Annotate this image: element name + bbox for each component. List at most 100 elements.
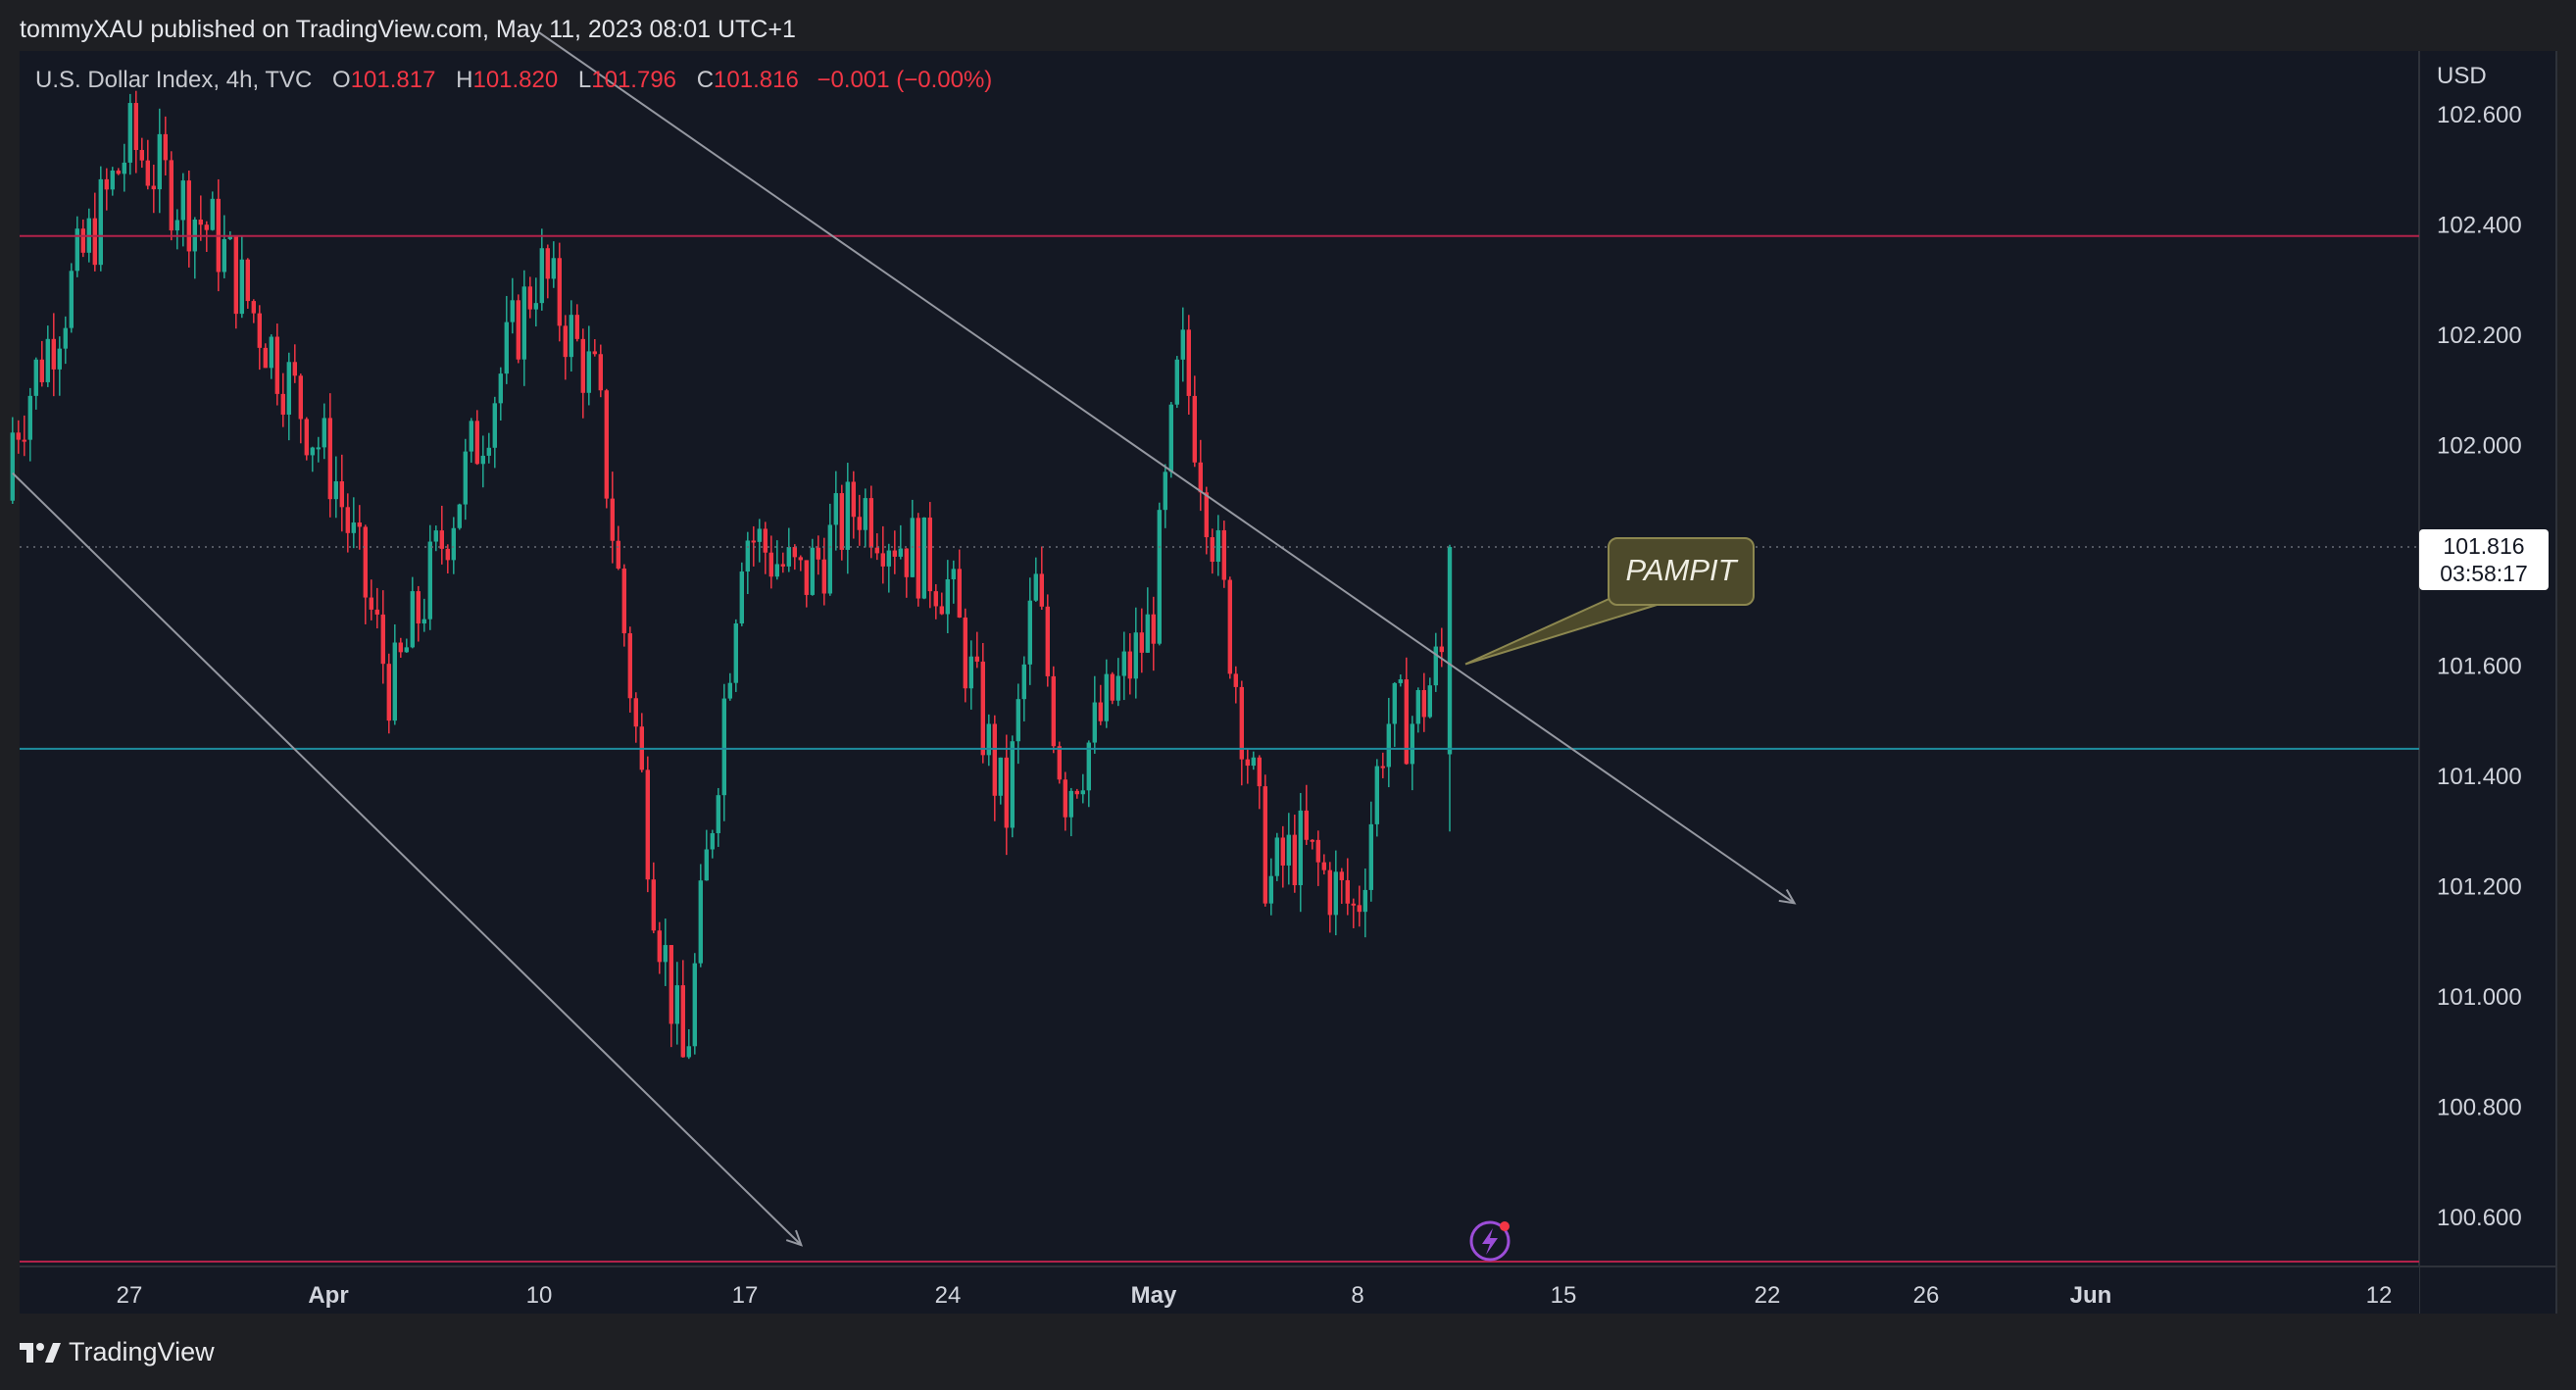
pampit-callout[interactable]: PAMPIT [1608, 537, 1755, 606]
candles-layer [10, 90, 1453, 1060]
candle-down [768, 552, 773, 577]
candle-up [551, 258, 556, 279]
candle-down [1421, 689, 1426, 718]
candle-up [739, 571, 744, 624]
low-value: 101.796 [591, 67, 677, 93]
brand-name: TradingView [69, 1337, 215, 1366]
candle-down [1321, 862, 1326, 870]
candle-down [257, 313, 262, 348]
price-tick-label: 102.600 [2437, 102, 2522, 128]
time-tick-label: 22 [1755, 1282, 1781, 1309]
candle-up [122, 162, 126, 174]
candle-down [880, 553, 885, 567]
candle-up [1298, 810, 1303, 886]
candle-down [1110, 673, 1115, 701]
price-axis-ticks: 102.600102.400102.200102.000101.800101.6… [2437, 102, 2522, 1231]
time-tick-label: 17 [732, 1282, 759, 1309]
time-tick-label: 24 [935, 1282, 962, 1309]
plot-background [20, 51, 2419, 1266]
trend-arrow-line-2 [537, 30, 1796, 905]
candle-down [380, 614, 385, 665]
price-tick-label: 100.600 [2437, 1205, 2522, 1231]
candle-down [1239, 686, 1244, 760]
candle-down [251, 301, 256, 314]
candle-up [504, 322, 509, 374]
candle-down [1351, 903, 1356, 906]
candle-down [1315, 839, 1320, 863]
candle-up [392, 642, 397, 721]
candle-up [1251, 757, 1256, 767]
candle-up [227, 235, 232, 239]
candle-down [557, 258, 562, 326]
candle-down [1127, 651, 1132, 679]
time-tick-label: 15 [1551, 1282, 1577, 1309]
candle-up [1333, 871, 1338, 916]
time-axis-background[interactable] [20, 1267, 2419, 1314]
candle-up [745, 540, 750, 572]
candle-up [1215, 529, 1220, 563]
trend-arrow-head-2 [1778, 888, 1797, 905]
symbol-legend[interactable]: U.S. Dollar Index, 4h, TVC O101.817 H101… [35, 67, 992, 94]
candle-up [810, 547, 815, 595]
candle-down [1439, 646, 1444, 653]
time-tick-label: 10 [526, 1282, 553, 1309]
candle-up [1368, 823, 1373, 890]
candle-up [469, 421, 473, 452]
candle-up [674, 985, 679, 1024]
symbol-name: U.S. Dollar Index, 4h, TVC [35, 67, 313, 93]
candle-up [1447, 547, 1453, 755]
candle-down [780, 564, 785, 567]
candle-up [827, 524, 832, 594]
price-tick-label: 102.200 [2437, 323, 2522, 349]
candle-up [586, 351, 591, 393]
candle-up [521, 286, 526, 360]
candle-down [592, 351, 597, 355]
candle-down [916, 518, 920, 599]
candle-up [310, 447, 315, 456]
candle-up [692, 963, 697, 1047]
currency-unit[interactable]: USD [2437, 63, 2487, 89]
candle-down [974, 656, 979, 662]
candle-down [1204, 492, 1209, 538]
candle-up [1168, 404, 1173, 472]
chart[interactable]: 102.600102.400102.200102.000101.800101.6… [0, 0, 2576, 1314]
candle-down [1380, 766, 1385, 769]
candle-up [1092, 702, 1097, 743]
candle-down [51, 338, 56, 370]
candle-down [386, 664, 391, 721]
candle-down [545, 248, 550, 279]
candle-up [569, 315, 573, 358]
candle-down [1345, 879, 1350, 904]
candle-up [663, 945, 668, 963]
candle-down [874, 547, 879, 554]
publish-header: tommyXAU published on TradingView.com, M… [0, 0, 2576, 59]
candle-up [427, 541, 432, 620]
candle-down [1139, 632, 1144, 653]
candle-up [269, 336, 273, 369]
candle-up [410, 591, 415, 648]
candle-down [374, 609, 379, 615]
candle-down [169, 160, 173, 231]
candle-down [1063, 779, 1067, 818]
candle-down [233, 235, 238, 315]
candle-down [22, 439, 26, 442]
candle-up [1016, 699, 1020, 742]
tradingview-brand[interactable]: TradingView [20, 1337, 215, 1367]
candle-down [263, 347, 268, 369]
candle-down [839, 493, 844, 550]
candle-down [139, 149, 144, 161]
time-tick-label: Apr [308, 1282, 348, 1309]
candle-down [292, 362, 297, 376]
tradingview-logo-icon [20, 1342, 61, 1363]
candle-down [16, 432, 21, 440]
candle-down [1280, 837, 1285, 866]
candle-down [80, 228, 85, 253]
alert-icon[interactable] [1469, 1220, 1511, 1262]
candle-up [404, 647, 409, 653]
candle-up [1374, 766, 1379, 824]
price-axis-background[interactable] [2419, 51, 2556, 1314]
levels-layer [20, 234, 2419, 1263]
candle-down [939, 606, 944, 615]
candle-down [1221, 529, 1226, 580]
candle-down [274, 336, 279, 394]
